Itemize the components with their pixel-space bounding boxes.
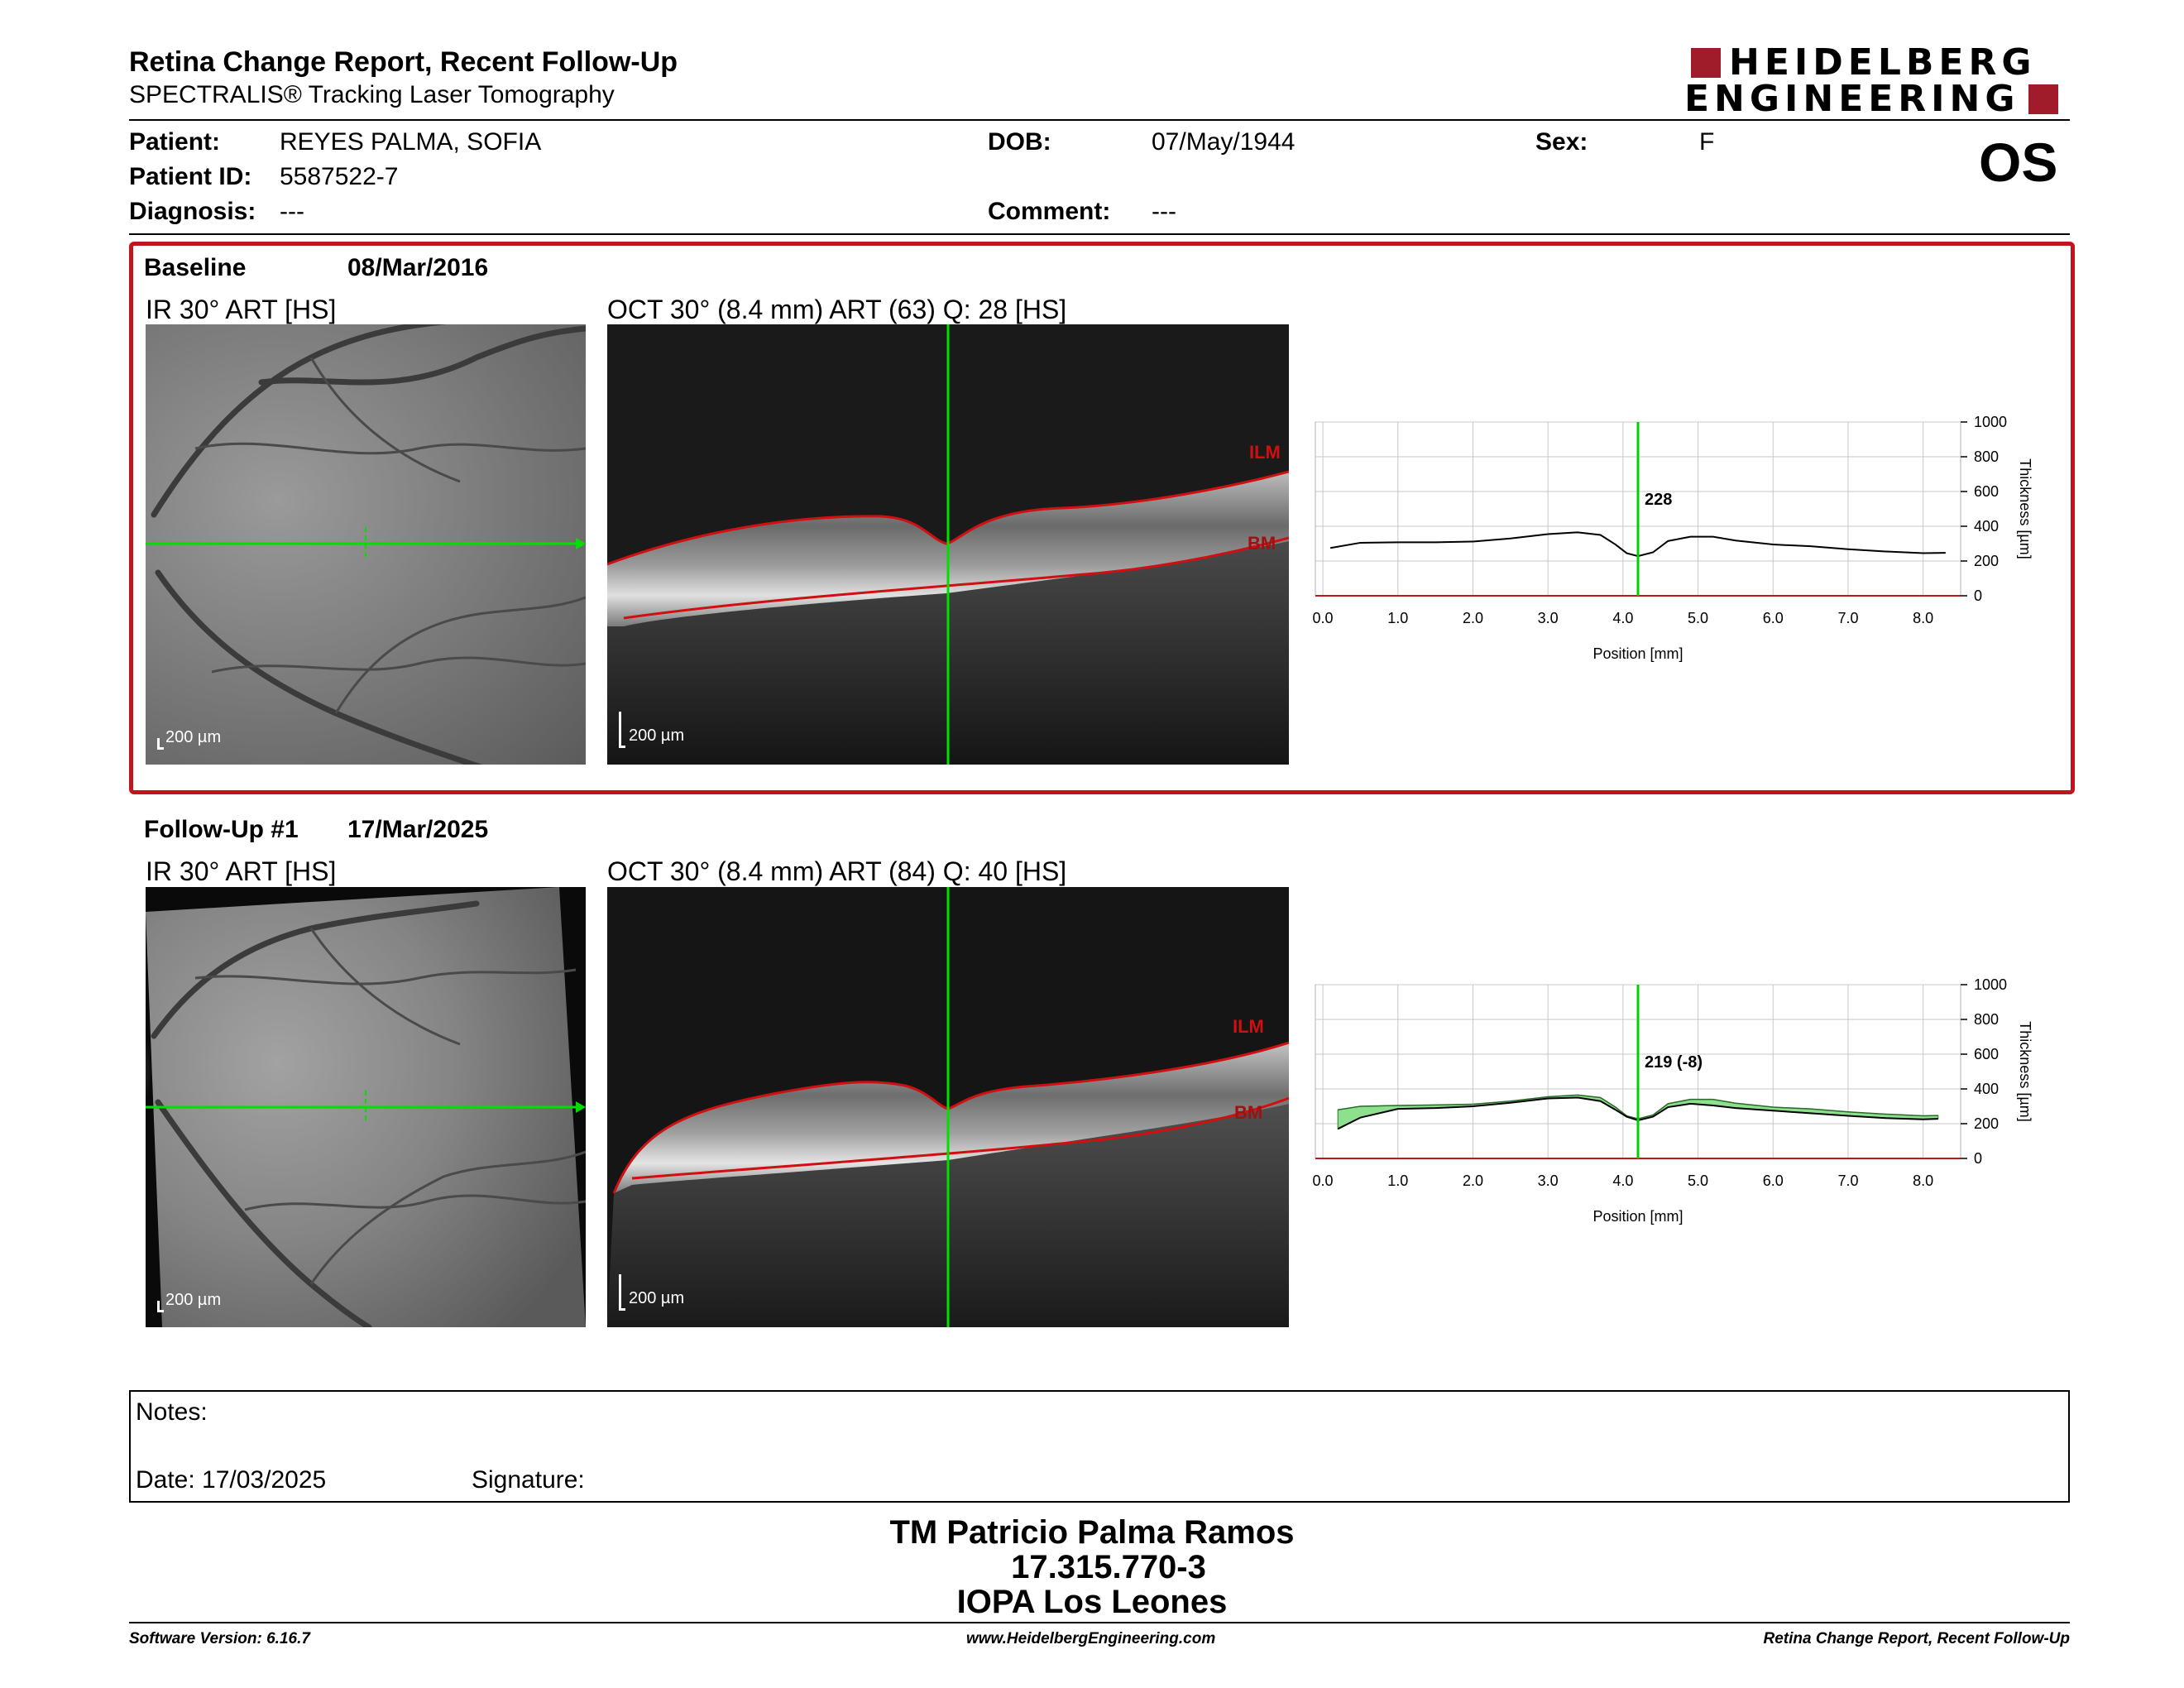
chart-x-tick-label: 6.0: [1763, 610, 1784, 626]
followup-bm-label: BM: [1234, 1102, 1262, 1123]
diagnosis-value: ---: [280, 198, 304, 225]
followup-thickness-chart: 0.0 1.0 2.0 3.0 4.0 5.0 6.0 7.0 8.0 0 200 400 600 800…: [1313, 976, 2033, 1225]
chart-y-tick-label: 0: [1974, 1150, 1982, 1167]
chart-y-tick-label: 800: [1974, 448, 1999, 465]
report-subtitle: SPECTRALIS® Tracking Laser Tomography: [129, 81, 615, 108]
followup-label: Follow-Up #1: [144, 816, 299, 843]
diagnosis-label: Diagnosis:: [129, 198, 256, 225]
chart-x-tick-label: 3.0: [1538, 610, 1559, 626]
followup-oct-label: OCT 30° (8.4 mm) ART (84) Q: 40 [HS]: [607, 856, 1067, 886]
footer-website-link[interactable]: www.HeidelbergEngineering.com: [966, 1630, 1216, 1647]
followup-ir-scale: 200 µm: [165, 1291, 222, 1309]
chart-y-tick-label: 1000: [1974, 414, 2007, 430]
chart-cursor-value: 228: [1645, 491, 1672, 509]
followup-ir-fundus-image: 200 µm: [146, 887, 586, 1327]
chart-x-tick-label: 0.0: [1313, 1172, 1334, 1189]
chart-y-tick-label: 800: [1974, 1011, 1999, 1028]
notes-date: Date: 17/03/2025: [136, 1466, 327, 1494]
footer-report-name: Retina Change Report, Recent Follow-Up: [1763, 1630, 2070, 1647]
baseline-oct-scale: 200 µm: [629, 727, 685, 745]
chart-x-tick-label: 2.0: [1463, 610, 1483, 626]
notes-label: Notes:: [136, 1398, 208, 1426]
notes-box: [129, 1390, 2070, 1503]
chart-x-tick-label: 4.0: [1612, 610, 1633, 626]
baseline-oct-bscan-image: ILM BM 200 µm: [607, 324, 1289, 765]
footer-software-version: Software Version: 6.16.7: [129, 1630, 310, 1647]
logo-text-1: HEIDELBERG: [1729, 41, 2037, 84]
followup-oct-scale: 200 µm: [629, 1289, 685, 1307]
chart-y-tick-label: 600: [1974, 1046, 1999, 1062]
chart-x-tick-label: 4.0: [1612, 1172, 1633, 1189]
logo-square-icon: [1691, 48, 1721, 78]
chart-y-axis-label: Thickness [µm]: [2017, 1021, 2033, 1121]
chart-y-axis-label: Thickness [µm]: [2017, 458, 2033, 559]
signature-label: Signature:: [472, 1466, 585, 1494]
chart-x-axis-label: Position [mm]: [1592, 1208, 1683, 1225]
chart-y-tick-label: 600: [1974, 483, 1999, 500]
signatory-id: 17.315.770-3: [1011, 1549, 1206, 1585]
chart-x-tick-label: 7.0: [1837, 1172, 1858, 1189]
baseline-bm-label: BM: [1248, 533, 1276, 554]
chart-x-tick-label: 8.0: [1913, 610, 1933, 626]
chart-y-tick-label: 1000: [1974, 976, 2007, 993]
baseline-date: 08/Mar/2016: [347, 254, 489, 281]
chart-x-tick-label: 5.0: [1688, 610, 1708, 626]
chart-x-tick-label: 1.0: [1387, 610, 1408, 626]
eye-indicator: OS: [1979, 132, 2058, 193]
chart-x-tick-label: 5.0: [1688, 1172, 1708, 1189]
chart-x-tick-label: 7.0: [1837, 610, 1858, 626]
dob-label: DOB:: [988, 128, 1051, 156]
patient-name: REYES PALMA, SOFIA: [280, 128, 542, 156]
baseline-highlight-frame: [129, 242, 2075, 794]
chart-y-tick-label: 400: [1974, 1081, 1999, 1097]
followup-date: 17/Mar/2025: [347, 816, 489, 843]
signatory-name: TM Patricio Palma Ramos: [889, 1514, 1295, 1551]
baseline-ir-scale: 200 µm: [165, 728, 222, 746]
baseline-thickness-chart: 0.0 1.0 2.0 3.0 4.0 5.0 6.0 7.0 8.0 0 200 400 600 800…: [1313, 414, 2033, 662]
logo-square-icon: [2028, 84, 2058, 114]
followup-oct-bscan-image: ILM BM 200 µm: [607, 887, 1289, 1327]
sex-label: Sex:: [1535, 128, 1588, 156]
header-divider: [129, 119, 2070, 121]
baseline-ilm-label: ILM: [1249, 442, 1281, 463]
baseline-oct-label: OCT 30° (8.4 mm) ART (63) Q: 28 [HS]: [607, 295, 1067, 324]
chart-cursor-value: 219 (-8): [1645, 1053, 1703, 1072]
baseline-label: Baseline: [144, 254, 247, 281]
baseline-ir-fundus-image: 200 µm: [146, 324, 586, 765]
baseline-ir-label: IR 30° ART [HS]: [146, 295, 337, 324]
logo-text-2: ENGINEERING: [1684, 78, 2020, 120]
chart-x-tick-label: 6.0: [1763, 1172, 1784, 1189]
followup-ilm-label: ILM: [1233, 1016, 1264, 1037]
report-title: Retina Change Report, Recent Follow-Up: [129, 46, 678, 78]
chart-x-tick-label: 2.0: [1463, 1172, 1483, 1189]
chart-x-tick-label: 8.0: [1913, 1172, 1933, 1189]
comment-value: ---: [1152, 198, 1176, 225]
chart-y-tick-label: 0: [1974, 587, 1982, 604]
patient-id-label: Patient ID:: [129, 163, 252, 190]
chart-y-tick-label: 200: [1974, 1115, 1999, 1132]
chart-x-axis-label: Position [mm]: [1592, 645, 1683, 662]
chart-y-tick-label: 400: [1974, 518, 1999, 535]
logo-line-1: HEIDELBERG: [1691, 41, 2037, 84]
logo-line-2: ENGINEERING: [1684, 78, 2058, 120]
sex-value: F: [1699, 128, 1715, 156]
footer-divider: [129, 1622, 2070, 1623]
chart-x-tick-label: 0.0: [1313, 610, 1334, 626]
comment-label: Comment:: [988, 198, 1111, 225]
chart-x-tick-label: 1.0: [1387, 1172, 1408, 1189]
chart-y-tick-label: 200: [1974, 553, 1999, 569]
patient-divider: [129, 233, 2070, 235]
chart-x-tick-label: 3.0: [1538, 1172, 1559, 1189]
followup-ir-label: IR 30° ART [HS]: [146, 856, 337, 886]
signatory-clinic: IOPA Los Leones: [956, 1584, 1228, 1620]
dob-value: 07/May/1944: [1152, 128, 1296, 156]
patient-label: Patient:: [129, 128, 221, 156]
patient-id: 5587522-7: [280, 163, 399, 190]
